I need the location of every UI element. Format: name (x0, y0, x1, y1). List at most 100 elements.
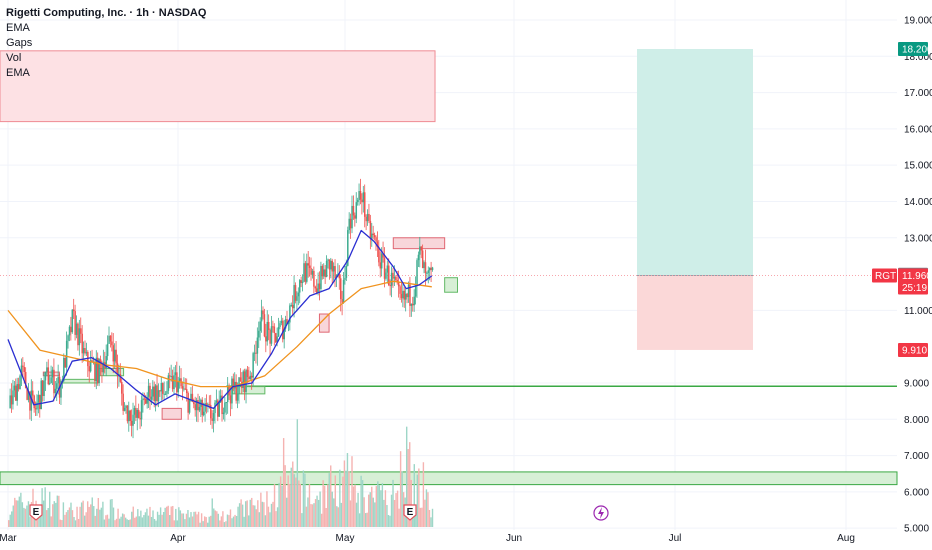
candle (226, 386, 229, 403)
candle (284, 319, 287, 329)
candle (113, 349, 116, 362)
volume-bar (14, 497, 16, 527)
volume-bar (293, 474, 295, 527)
volume-bar (352, 486, 355, 527)
candle (41, 380, 44, 397)
candle (304, 263, 307, 282)
candle (10, 395, 13, 405)
long-stop-zone (637, 275, 753, 350)
volume-bar (345, 470, 347, 527)
candle (225, 402, 228, 404)
long-target-zone (637, 49, 753, 276)
volume-bar (348, 471, 350, 527)
candle (153, 386, 156, 401)
time-axis-bg (0, 530, 898, 550)
candle (392, 272, 394, 279)
candle (193, 401, 195, 405)
candle (338, 273, 341, 279)
legend-indicator-ema[interactable]: EMA (6, 22, 30, 34)
volume-bar (109, 499, 112, 527)
volume-bar (401, 471, 403, 527)
y-tick-label-10: 7.000 (904, 451, 929, 462)
candle (13, 385, 16, 391)
candle (56, 383, 58, 389)
legend-indicator-vol[interactable]: Vol (6, 52, 22, 64)
volume-bar (328, 473, 330, 527)
volume-bar (158, 514, 160, 527)
candle (265, 336, 267, 342)
legend-indicator-gaps[interactable]: Gaps (6, 37, 33, 49)
candle (159, 390, 161, 392)
candle (331, 260, 334, 272)
volume-bar (44, 487, 46, 527)
candle (400, 293, 403, 299)
volume-bar (15, 500, 17, 527)
volume-bar (342, 476, 344, 527)
candle (426, 272, 428, 274)
volume-bar (308, 484, 311, 527)
volume-bar (42, 500, 45, 527)
volume-bar (99, 509, 101, 527)
price-tag-4: 9.910 (902, 345, 927, 356)
candle (82, 348, 85, 354)
candle (212, 413, 215, 421)
candle (17, 384, 20, 390)
volume-bar (93, 506, 95, 527)
y-tick-label-3: 16.000 (904, 124, 932, 135)
candle (321, 265, 324, 277)
volume-bar (185, 513, 188, 527)
legend-indicator-ema-2[interactable]: EMA (6, 67, 30, 79)
candle (297, 292, 300, 297)
volume-bar (82, 500, 84, 527)
candle (342, 279, 345, 303)
volume-bar (422, 462, 425, 527)
volume-bar (234, 514, 236, 527)
candle (39, 395, 41, 410)
volume-bar (317, 499, 320, 527)
candle (211, 418, 213, 421)
volume-bar (90, 504, 92, 527)
candle (160, 383, 163, 392)
candle (195, 400, 198, 411)
volume-bar (80, 502, 83, 527)
ema-slow-line (7, 280, 432, 388)
volume-bar (114, 520, 116, 527)
volume-bar (79, 506, 81, 527)
volume-bar (153, 519, 156, 527)
candle (344, 277, 346, 280)
volume-bar (74, 520, 77, 527)
volume-bar (97, 497, 100, 527)
volume-bar (190, 512, 192, 527)
candle (253, 352, 256, 354)
earnings-marker-shape (29, 504, 43, 521)
volume-bar (12, 505, 14, 527)
volume-bar (8, 520, 10, 527)
volume-bar (47, 507, 49, 527)
volume-bar (232, 516, 235, 527)
candle (129, 410, 131, 421)
candle (184, 388, 187, 390)
volume-bar (161, 514, 163, 527)
volume-bar (169, 515, 171, 527)
volume-bar (240, 499, 242, 527)
price-tag-2: 11.960 (902, 271, 932, 282)
candle (300, 280, 302, 283)
candle (299, 280, 301, 293)
candle (272, 326, 274, 328)
volume-bar (351, 456, 353, 527)
volume-bar (427, 492, 429, 527)
volume-bar (299, 483, 302, 527)
candle (270, 326, 273, 344)
price-tag-bg-3 (898, 280, 928, 295)
volume-bar (380, 490, 382, 527)
candle (71, 309, 74, 333)
volume-bar (23, 507, 25, 527)
candle (202, 411, 205, 416)
candle (174, 372, 177, 376)
volume-bar (249, 499, 251, 527)
volume-bar (137, 509, 139, 527)
volume-bar (65, 512, 68, 527)
volume-bar (325, 508, 327, 527)
volume-bar (117, 508, 119, 527)
